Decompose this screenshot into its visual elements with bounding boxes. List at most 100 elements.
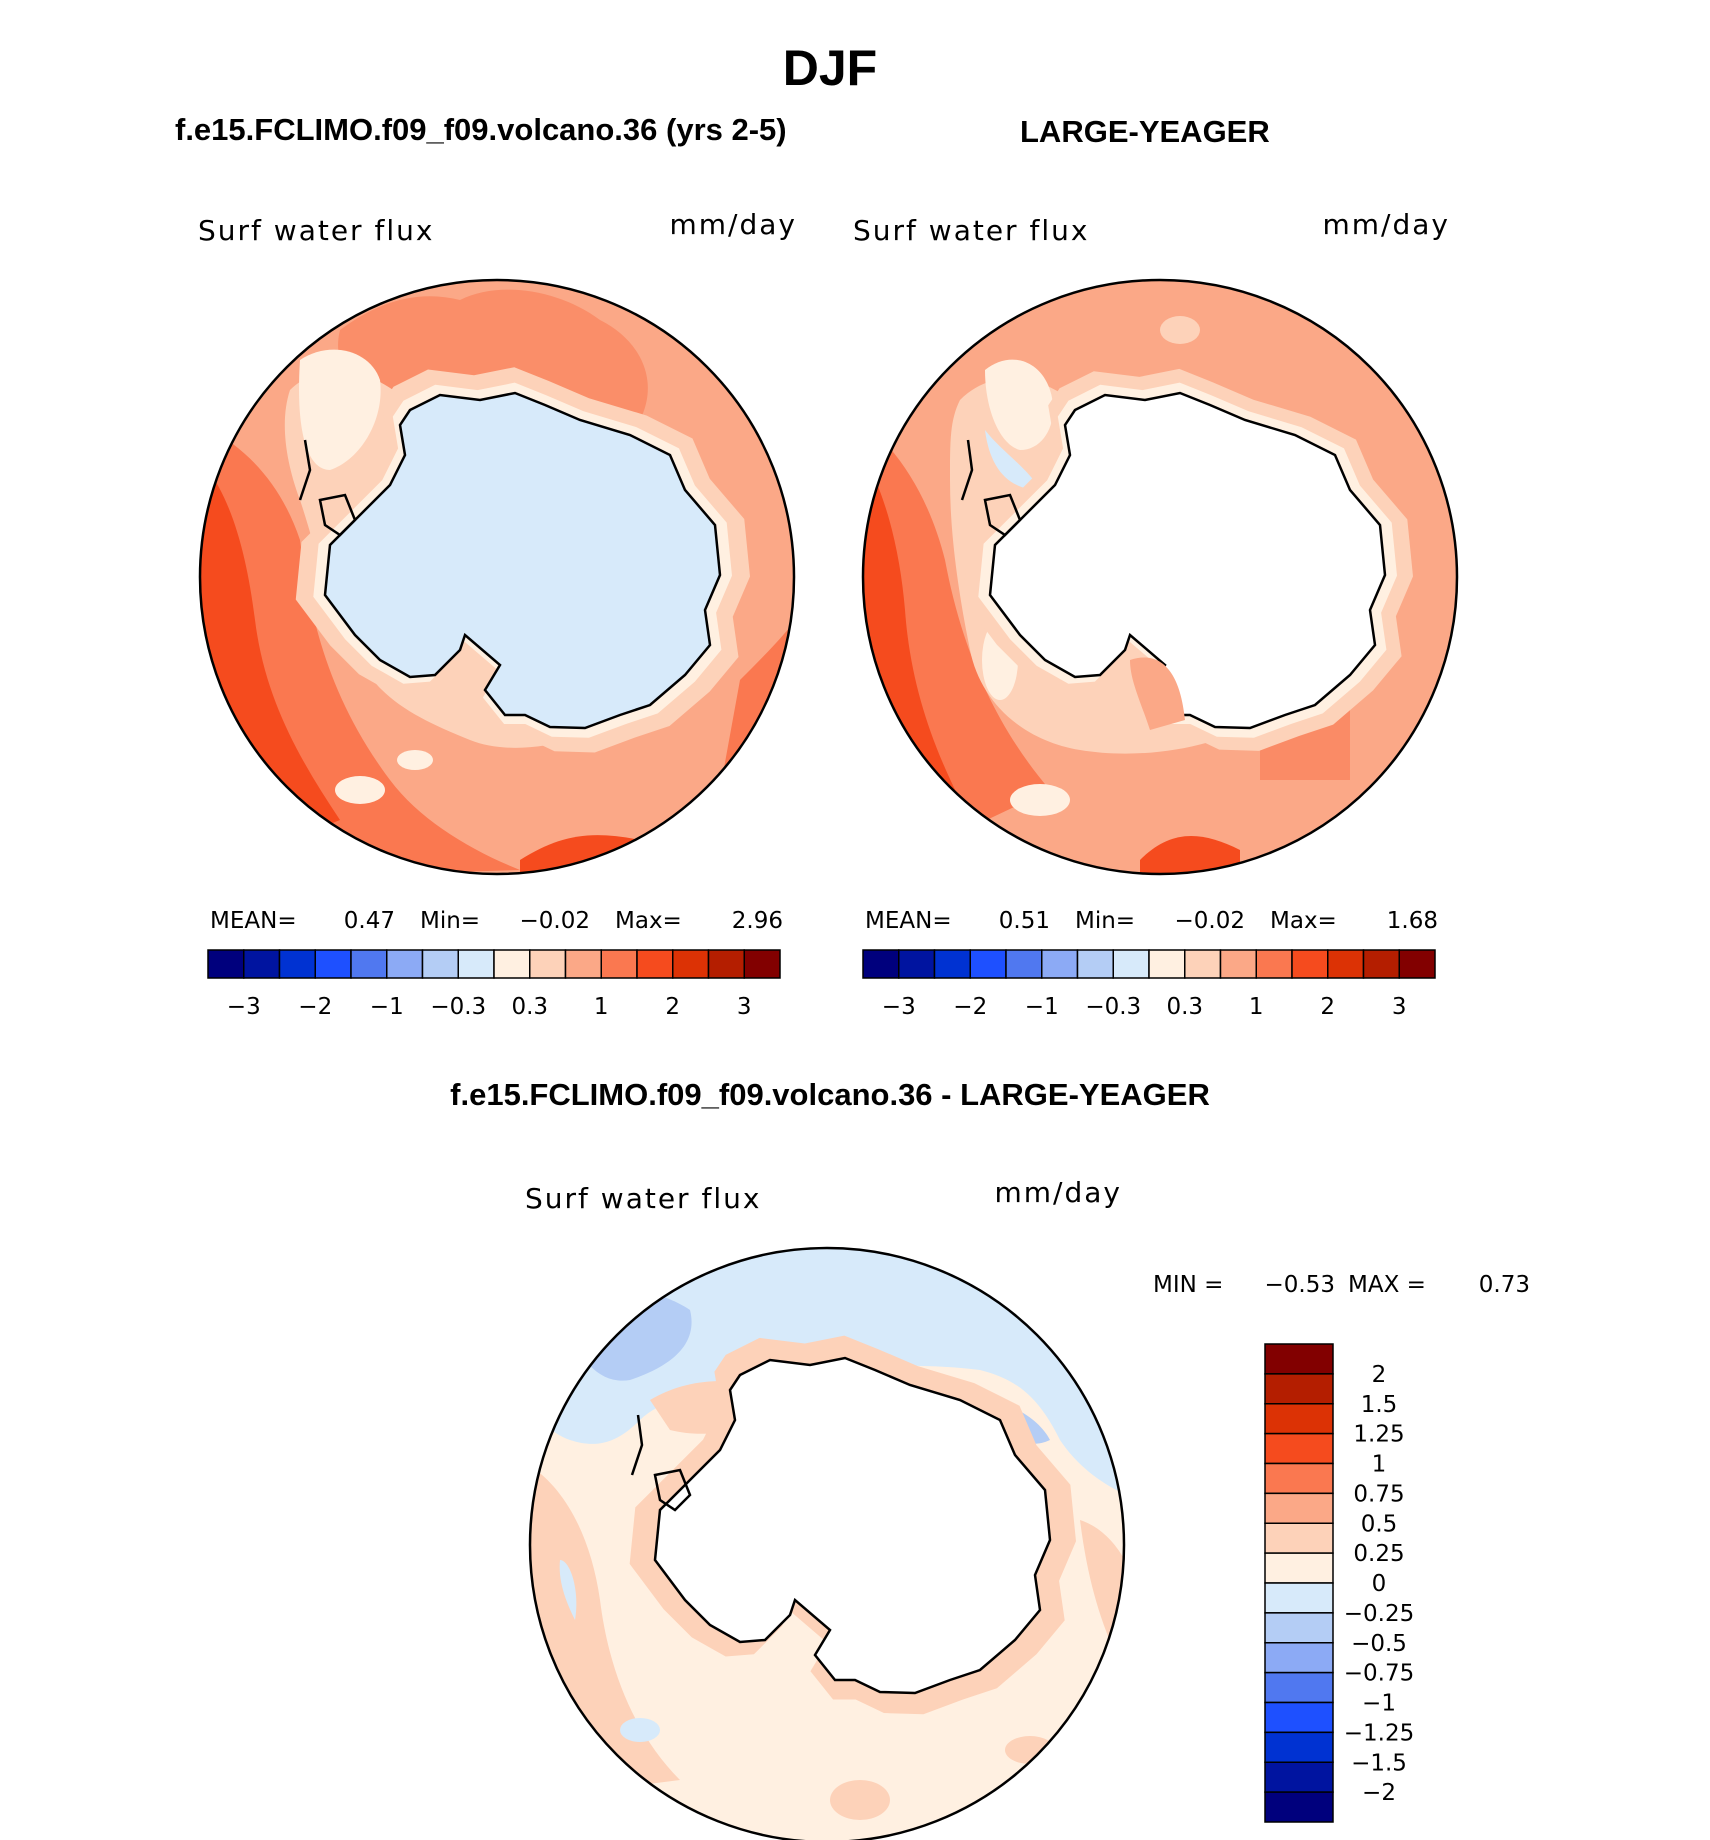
colorbar-swatch — [933, 949, 971, 979]
panel-diff-max: 0.73 — [1479, 1272, 1530, 1298]
colorbar-tick-label: −2 — [953, 994, 987, 1020]
panel-obs-variable: Surf water flux — [853, 214, 1089, 247]
panel-diff-variable: Surf water flux — [525, 1182, 761, 1215]
colorbar-tick-label: 0 — [1372, 1571, 1387, 1597]
colorbar-swatch — [386, 949, 424, 979]
panel-obs-mean-label: MEAN= — [865, 908, 952, 934]
colorbar-swatch — [1148, 949, 1186, 979]
colorbar-swatch — [1264, 1612, 1334, 1644]
colorbar-tick-label: 1.5 — [1361, 1392, 1398, 1418]
panel-model-map-border — [198, 278, 796, 876]
colorbar-tick-label: 2 — [1320, 994, 1335, 1020]
panel-model-stats: MEAN= 0.47 Min= −0.02 Max= 2.96 — [210, 908, 783, 934]
panel-obs-max-label: Max= — [1270, 908, 1337, 934]
colorbar-tick-label: 0.25 — [1353, 1541, 1404, 1567]
colorbar-tick-label: −3 — [227, 994, 261, 1020]
panel-model-max-label: Max= — [615, 908, 682, 934]
panel-obs-map-border — [861, 278, 1459, 876]
colorbar-swatch — [278, 949, 316, 979]
panel-diff-max-label: MAX = — [1348, 1272, 1426, 1298]
colorbar-tick-label: 1 — [594, 994, 609, 1020]
colorbar-tick-label: 1 — [1372, 1452, 1387, 1478]
colorbar-tick-label: 0.75 — [1353, 1481, 1404, 1507]
colorbar-swatch — [1264, 1731, 1334, 1763]
colorbar-tick-label: 1.25 — [1353, 1422, 1404, 1448]
colorbar-swatch — [207, 949, 245, 979]
colorbar-tick-label: −1 — [1362, 1691, 1396, 1717]
colorbar-tick-label: 0.3 — [511, 994, 548, 1020]
panel-obs-max: 1.68 — [1387, 908, 1438, 934]
colorbar-swatch — [1264, 1791, 1334, 1823]
panel-model: f.e15.FCLIMO.f09_f09.volcano.36 (yrs 2-5… — [175, 112, 798, 1020]
colorbar-swatch — [1327, 949, 1365, 979]
panel-model-heading: f.e15.FCLIMO.f09_f09.volcano.36 (yrs 2-5… — [175, 112, 787, 147]
colorbar-tick-label: −1.5 — [1351, 1750, 1407, 1776]
colorbar-swatch — [1362, 949, 1400, 979]
colorbar-tick-label: −1.25 — [1344, 1720, 1414, 1746]
colorbar-swatch — [1264, 1522, 1334, 1554]
colorbar-swatch — [1264, 1462, 1334, 1495]
colorbar-swatch — [1264, 1403, 1334, 1435]
panel-diff-units: mm/day — [995, 1176, 1123, 1209]
colorbar-tick-label: 2 — [665, 994, 680, 1020]
colorbar-tick-label: −3 — [882, 994, 916, 1020]
colorbar-tick-label: −0.25 — [1344, 1601, 1414, 1627]
panel-diff-min: −0.53 — [1265, 1272, 1335, 1298]
colorbar-swatch — [1398, 949, 1436, 979]
colorbar-tick-label: −2 — [1362, 1780, 1396, 1806]
colorbar-swatch — [1264, 1432, 1334, 1465]
panel-obs-mean: 0.51 — [999, 908, 1050, 934]
colorbar-swatch — [1264, 1582, 1334, 1614]
colorbar-tick-label: −0.3 — [430, 994, 486, 1020]
colorbar-swatch — [600, 949, 638, 979]
colorbar-tick-label: −0.3 — [1085, 994, 1141, 1020]
panel-diff-min-label: MIN = — [1153, 1272, 1223, 1298]
colorbar-swatch — [493, 949, 531, 979]
colorbar-swatch — [421, 949, 459, 979]
colorbar-tick-label: −2 — [298, 994, 332, 1020]
colorbar-tick-label: −1 — [1025, 994, 1059, 1020]
panel-obs-min: −0.02 — [1175, 908, 1245, 934]
colorbar-tick-label: −0.75 — [1344, 1661, 1414, 1687]
panel-obs-heading: LARGE-YEAGER — [1020, 114, 1270, 149]
colorbar-tick-label: 0.3 — [1166, 994, 1203, 1020]
colorbar-swatch — [1184, 949, 1222, 979]
colorbar-swatch — [1264, 1373, 1334, 1405]
colorbar-swatch — [636, 949, 674, 979]
panel-model-min: −0.02 — [520, 908, 590, 934]
figure-title: DJF — [783, 40, 877, 96]
panel-obs-min-label: Min= — [1075, 908, 1135, 934]
colorbar-swatch — [564, 949, 602, 979]
colorbar-swatch — [1041, 949, 1079, 979]
colorbar-swatch — [707, 949, 745, 979]
colorbar-swatch — [743, 949, 781, 979]
colorbar-tick-label: 2 — [1372, 1362, 1387, 1388]
colorbar-swatch — [1264, 1701, 1334, 1734]
panel-obs: LARGE-YEAGER Surf water flux mm/day — [853, 114, 1459, 1020]
colorbar-swatch — [243, 949, 281, 979]
colorbar-swatch — [1264, 1492, 1334, 1524]
colorbar-swatch — [1255, 949, 1293, 979]
colorbar-swatch — [1219, 949, 1257, 979]
colorbar-tick-label: 3 — [737, 994, 752, 1020]
colorbar-swatch — [1112, 949, 1150, 979]
colorbar-swatch — [350, 949, 388, 979]
colorbar-swatch — [529, 949, 567, 979]
colorbar-swatch — [1264, 1552, 1334, 1584]
panel-diff: f.e15.FCLIMO.f09_f09.volcano.36 - LARGE-… — [450, 1077, 1530, 1840]
panel-diff-heading: f.e15.FCLIMO.f09_f09.volcano.36 - LARGE-… — [450, 1077, 1210, 1112]
panel-model-variable: Surf water flux — [198, 214, 434, 247]
colorbar-swatch — [1264, 1671, 1334, 1704]
colorbar-tick-label: 3 — [1392, 994, 1407, 1020]
colorbar-swatch — [457, 949, 495, 979]
colorbar-tick-label: −1 — [370, 994, 404, 1020]
panel-model-mean-label: MEAN= — [210, 908, 297, 934]
colorbar-swatch — [898, 949, 936, 979]
panel-model-units: mm/day — [670, 208, 798, 241]
colorbar-swatch — [1264, 1761, 1334, 1793]
colorbar-swatch — [1005, 949, 1043, 979]
colorbar-swatch — [969, 949, 1007, 979]
colorbar-swatch — [314, 949, 352, 979]
panel-diff-map-border — [528, 1246, 1126, 1840]
